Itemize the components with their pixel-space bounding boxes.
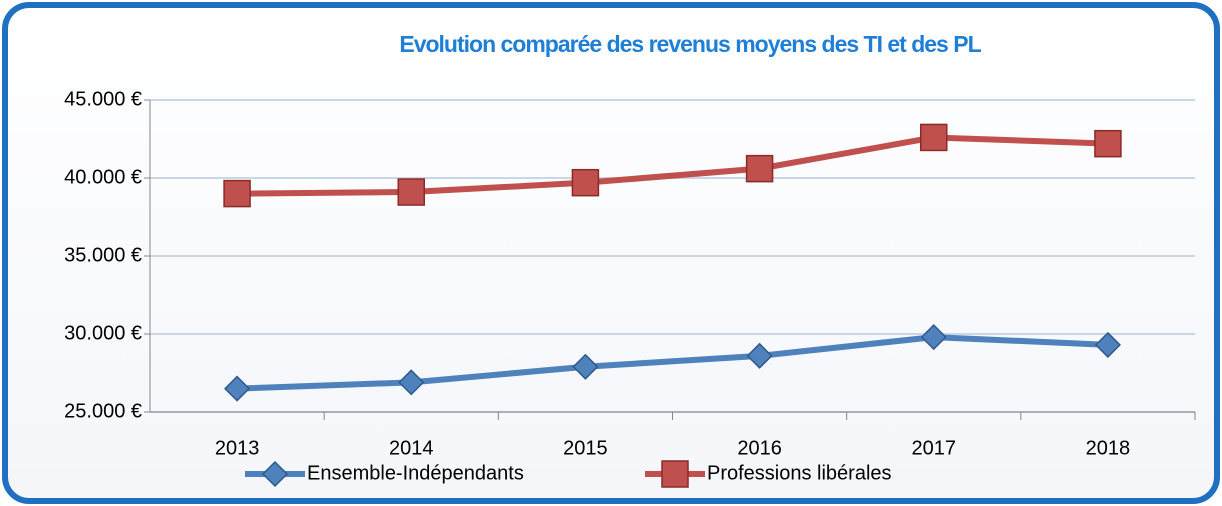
x-tick-label: 2017 bbox=[912, 437, 957, 459]
point bbox=[571, 168, 600, 197]
legend-label: Professions libérales bbox=[707, 462, 892, 484]
x-tick-label: 2015 bbox=[563, 437, 608, 459]
point bbox=[1094, 331, 1121, 358]
series-line bbox=[236, 334, 1109, 392]
point bbox=[572, 353, 599, 380]
point bbox=[1094, 129, 1122, 158]
legend-label: Ensemble-Indépendants bbox=[307, 462, 524, 484]
y-tick-label: 45.000 € bbox=[64, 88, 142, 110]
x-tick-label: 2018 bbox=[1086, 437, 1131, 459]
point bbox=[397, 178, 425, 206]
point bbox=[746, 342, 773, 369]
x-tick-label: 2016 bbox=[737, 437, 782, 459]
point bbox=[920, 324, 947, 351]
chart-title: Evolution comparée des revenus moyens de… bbox=[399, 31, 981, 57]
y-tick-label: 25.000 € bbox=[64, 400, 142, 422]
point bbox=[920, 123, 948, 152]
y-tick-label: 35.000 € bbox=[64, 244, 142, 266]
x-tick-label: 2013 bbox=[215, 437, 260, 459]
legend-marker bbox=[261, 460, 289, 488]
point bbox=[224, 375, 251, 402]
point bbox=[398, 369, 425, 396]
legend-marker bbox=[661, 460, 689, 488]
point bbox=[223, 179, 251, 208]
series-line bbox=[237, 134, 1109, 197]
point bbox=[745, 154, 774, 183]
x-tick-label: 2014 bbox=[389, 437, 434, 459]
y-tick-label: 30.000 € bbox=[64, 322, 142, 344]
y-tick-label: 40.000 € bbox=[64, 166, 142, 188]
